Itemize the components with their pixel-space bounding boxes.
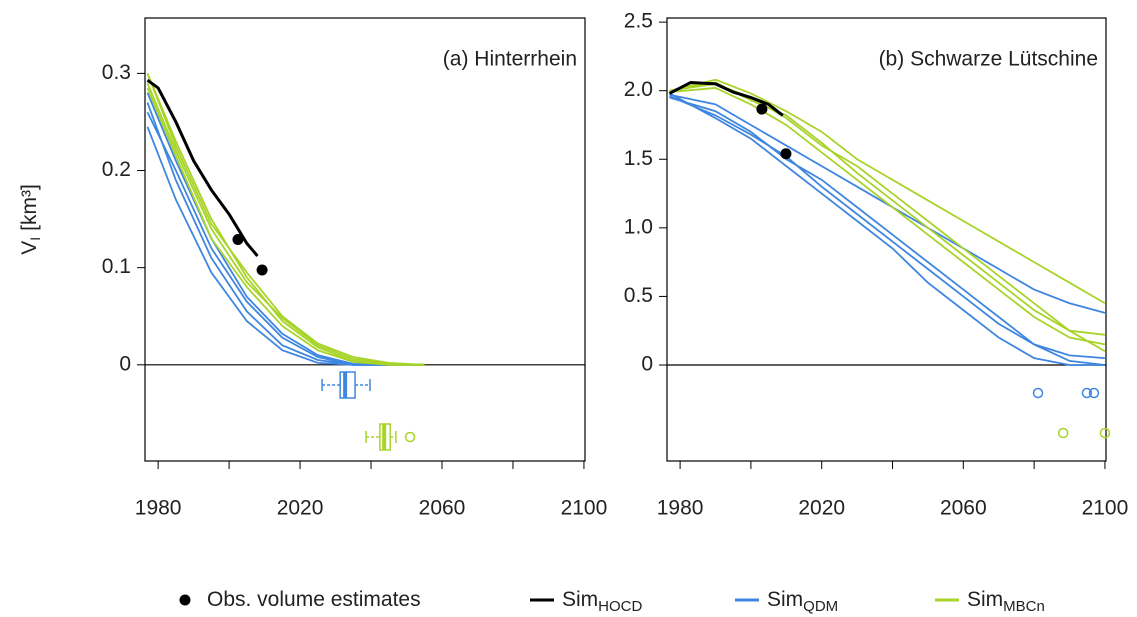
obs-point	[780, 148, 792, 160]
outlier	[1032, 387, 1044, 399]
y-tick-label: 0	[119, 352, 131, 375]
legend-label: SimHOCD	[562, 588, 643, 615]
y-label-main: V	[18, 241, 41, 255]
plot-frame	[666, 17, 1107, 462]
outlier	[1081, 387, 1093, 399]
series-line	[146, 73, 425, 366]
obs-point	[256, 264, 268, 276]
x-tick-label: 2100	[561, 497, 608, 520]
series-line	[146, 87, 425, 366]
y-label-unit: [km³]	[18, 184, 41, 231]
x-tick-label: 2020	[798, 497, 845, 520]
y-tick-label: 0.5	[624, 284, 653, 307]
series-line	[669, 78, 1106, 305]
legend-name: Sim	[767, 588, 803, 611]
y-tick-label: 0.3	[102, 61, 131, 84]
outlier	[404, 431, 416, 443]
x-tick-label: 2060	[419, 497, 466, 520]
x-tick-label: 1980	[657, 497, 704, 520]
outlier	[1099, 427, 1111, 439]
y-label-sub: I	[27, 237, 43, 241]
panel-title: (b) Schwarze Lütschine	[879, 48, 1098, 71]
x-tick-label: 2060	[940, 497, 987, 520]
y-tick-label: 1.0	[624, 215, 653, 238]
obs-point	[756, 103, 768, 115]
y-axis-label: VI [km³]	[18, 184, 43, 255]
panel-title: (a) Hinterrhein	[443, 48, 577, 71]
series-line	[669, 82, 1106, 353]
plot-frame	[144, 17, 586, 462]
y-tick-label: 2.5	[624, 10, 653, 33]
series-line	[669, 95, 1106, 360]
series-line	[668, 80, 784, 117]
y-tick-label: 0	[641, 353, 653, 376]
obs-point	[232, 234, 244, 245]
x-tick-label: 1980	[135, 497, 182, 520]
legend-sub: QDM	[803, 598, 838, 615]
legend-label: SimMBCn	[967, 588, 1045, 615]
outlier	[1088, 387, 1100, 399]
series-line	[146, 78, 259, 257]
y-tick-label: 0.1	[102, 255, 131, 278]
panel: 0 0.5 1.0 1.5 2.0 2.5 1980 2020 2060 2100 (b) Schw…	[624, 10, 1129, 520]
legend-name: Sim	[562, 588, 598, 611]
outlier	[1057, 427, 1069, 439]
y-tick-label: 0.2	[102, 158, 131, 181]
y-tick-label: 1.5	[624, 147, 653, 170]
box	[339, 371, 356, 399]
series-line	[146, 102, 425, 366]
series-line	[669, 92, 1105, 366]
series-line	[146, 82, 425, 366]
legend-label: SimQDM	[767, 588, 838, 615]
legend-marker	[179, 594, 191, 606]
legend-name: Obs. volume estimates	[207, 588, 421, 611]
x-tick-label: 2100	[1082, 497, 1129, 520]
legend-name: Sim	[967, 588, 1003, 611]
series-line	[669, 87, 1106, 346]
x-tick-label: 2020	[277, 497, 324, 520]
legend-label: Obs. volume estimates	[207, 588, 421, 611]
panel: 0 0.1 0.2 0.3 1980 2020 2060 2100 (a) Hinterrhei…	[18, 17, 608, 520]
legend-sub: MBCn	[1003, 598, 1045, 615]
legend-sub: HOCD	[598, 598, 642, 615]
series-line	[669, 81, 1106, 336]
series-line	[669, 96, 1106, 366]
y-tick-label: 2.0	[624, 78, 653, 101]
